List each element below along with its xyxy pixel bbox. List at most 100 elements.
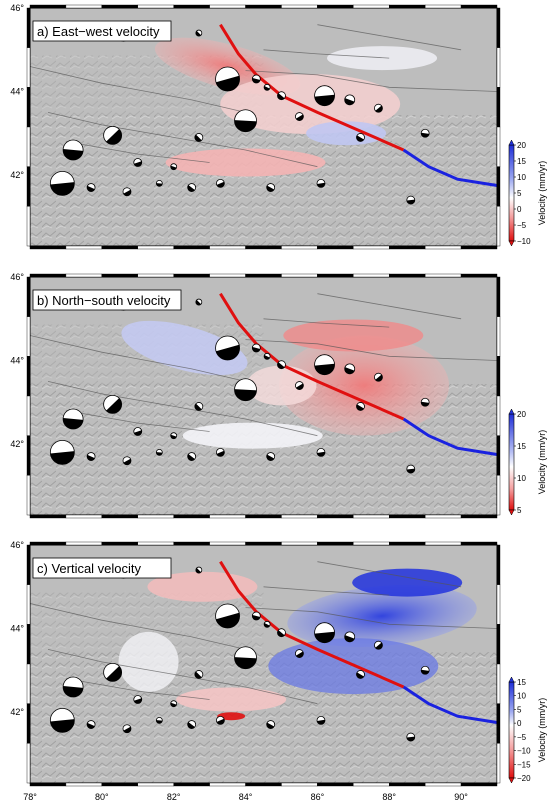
focal-mechanism-icon xyxy=(133,695,143,704)
colorbar: 15 10 5 0 −5 −10 −15 −20 Velocity (mm/yr) xyxy=(508,676,547,784)
focal-mechanism-icon xyxy=(316,715,326,725)
focal-mechanism-icon xyxy=(344,94,356,106)
focal-mechanisms xyxy=(49,566,430,742)
panel-label: a) East−west velocity xyxy=(37,24,160,39)
focal-mechanism-icon xyxy=(194,670,204,679)
fault-trace-blue xyxy=(402,148,498,187)
focal-mechanism-icon xyxy=(356,133,365,142)
focal-mechanism-icon xyxy=(374,103,383,113)
focal-mechanism-icon xyxy=(374,372,383,382)
colorbar-tick-label: 10 xyxy=(517,474,526,483)
y-tick-label: 42° xyxy=(10,707,24,717)
colorbar-tick-label: −10 xyxy=(517,237,531,246)
focal-mechanism-icon xyxy=(314,354,335,376)
colorbar-tick-label: −15 xyxy=(517,760,531,769)
fault-trace-red xyxy=(219,560,405,689)
focal-mechanism-icon xyxy=(420,128,430,138)
colorbar-tick-label: 5 xyxy=(517,189,522,198)
colorbar-tick-label: 0 xyxy=(517,205,522,214)
fault-trace-red xyxy=(219,23,405,152)
x-tick-label: 80° xyxy=(95,792,109,802)
map-panel-3: 46° 44° 42° c) Vertical velocity 15 10 5 0 −5 −10… xyxy=(10,540,547,787)
colorbar-tick-label: 20 xyxy=(517,141,526,150)
x-tick-label: 78° xyxy=(23,792,37,802)
focal-mechanism-icon xyxy=(215,66,240,92)
y-tick-label: 44° xyxy=(10,624,24,634)
focal-mechanism-icon xyxy=(86,720,96,729)
focal-mechanism-icon xyxy=(295,381,304,390)
focal-mechanism-icon xyxy=(195,29,203,37)
focal-mechanism-icon xyxy=(251,343,261,353)
y-tick-label: 44° xyxy=(10,87,24,97)
focal-mechanism-icon xyxy=(234,646,257,670)
y-tick-label: 42° xyxy=(10,439,24,449)
focal-mechanism-icon xyxy=(420,397,430,407)
focal-mechanism-icon xyxy=(49,170,75,196)
focal-mechanism-icon xyxy=(251,74,261,84)
colorbar-tick-label: 15 xyxy=(517,157,526,166)
focal-mechanism-icon xyxy=(344,631,356,643)
colorbar-tick-label: 10 xyxy=(517,692,526,701)
colorbar-tick-label: −10 xyxy=(517,747,531,756)
focal-mechanism-icon xyxy=(103,125,123,145)
focal-mechanism-icon xyxy=(103,394,123,414)
y-tick-label: 46° xyxy=(10,540,24,550)
y-tick-label: 46° xyxy=(10,3,24,13)
focal-mechanism-icon xyxy=(406,464,416,474)
focal-mechanism-icon xyxy=(133,158,143,167)
focal-mechanism-icon xyxy=(195,298,203,306)
colorbar-tick-label: 15 xyxy=(517,678,526,687)
focal-mechanism-icon xyxy=(344,363,356,375)
colorbar-tick-label: −5 xyxy=(517,221,527,230)
focal-mechanism-icon xyxy=(187,452,197,461)
focal-mechanism-icon xyxy=(194,402,204,411)
focal-mechanism-icon xyxy=(420,665,430,675)
focal-mechanism-icon xyxy=(234,109,257,133)
fault-lines xyxy=(29,561,498,705)
panel-label: b) North−south velocity xyxy=(37,293,171,308)
panel-label: c) Vertical velocity xyxy=(37,561,142,576)
focal-mechanism-icon xyxy=(62,139,84,161)
focal-mechanism-icon xyxy=(295,649,304,658)
colorbar-tick-label: 15 xyxy=(517,442,526,451)
focal-mechanism-icon xyxy=(155,179,163,187)
colorbar-title: Velocity (mm/yr) xyxy=(537,698,547,763)
focal-mechanism-icon xyxy=(234,378,257,402)
focal-mechanism-icon xyxy=(277,628,286,638)
panel-title: b) North−south velocity xyxy=(32,289,182,311)
focal-mechanisms xyxy=(49,29,430,205)
focal-mechanism-icon xyxy=(314,85,335,107)
panel-title: a) East−west velocity xyxy=(32,20,172,42)
focal-mechanism-icon xyxy=(86,452,96,461)
velocity-field xyxy=(121,319,450,449)
focal-mechanism-icon xyxy=(277,360,286,370)
x-tick-label: 84° xyxy=(239,792,253,802)
colorbar: 20 15 10 5 Velocity (mm/yr) xyxy=(508,408,547,516)
colorbar-tick-label: −20 xyxy=(517,774,531,783)
focal-mechanism-icon xyxy=(374,640,383,650)
fault-lines xyxy=(29,293,498,437)
x-tick-label: 86° xyxy=(311,792,325,802)
fault-trace-blue xyxy=(402,685,498,724)
focal-mechanism-icon xyxy=(133,427,143,436)
x-tick-label: 90° xyxy=(454,792,468,802)
focal-mechanism-icon xyxy=(187,720,197,729)
focal-mechanism-icon xyxy=(406,732,416,742)
focal-mechanism-icon xyxy=(49,439,75,465)
x-tick-label: 88° xyxy=(382,792,396,802)
focal-mechanism-icon xyxy=(103,662,123,682)
colorbar-tick-label: 5 xyxy=(517,705,522,714)
colorbar-title: Velocity (mm/yr) xyxy=(537,430,547,495)
focal-mechanism-icon xyxy=(266,183,276,192)
focal-mechanism-icon xyxy=(316,447,326,457)
fault-trace-blue xyxy=(402,417,498,456)
colorbar-title: Velocity (mm/yr) xyxy=(537,161,547,226)
focal-mechanism-icon xyxy=(194,133,204,142)
colorbar: 20 15 10 5 0 −5 −10 Velocity (mm/yr) xyxy=(508,139,547,247)
focal-mechanism-icon xyxy=(215,447,225,457)
fault-trace-red xyxy=(219,292,405,421)
focal-mechanism-icon xyxy=(122,456,132,466)
y-tick-label: 46° xyxy=(10,272,24,282)
focal-mechanism-icon xyxy=(263,352,271,360)
focal-mechanism-icon xyxy=(122,724,132,734)
